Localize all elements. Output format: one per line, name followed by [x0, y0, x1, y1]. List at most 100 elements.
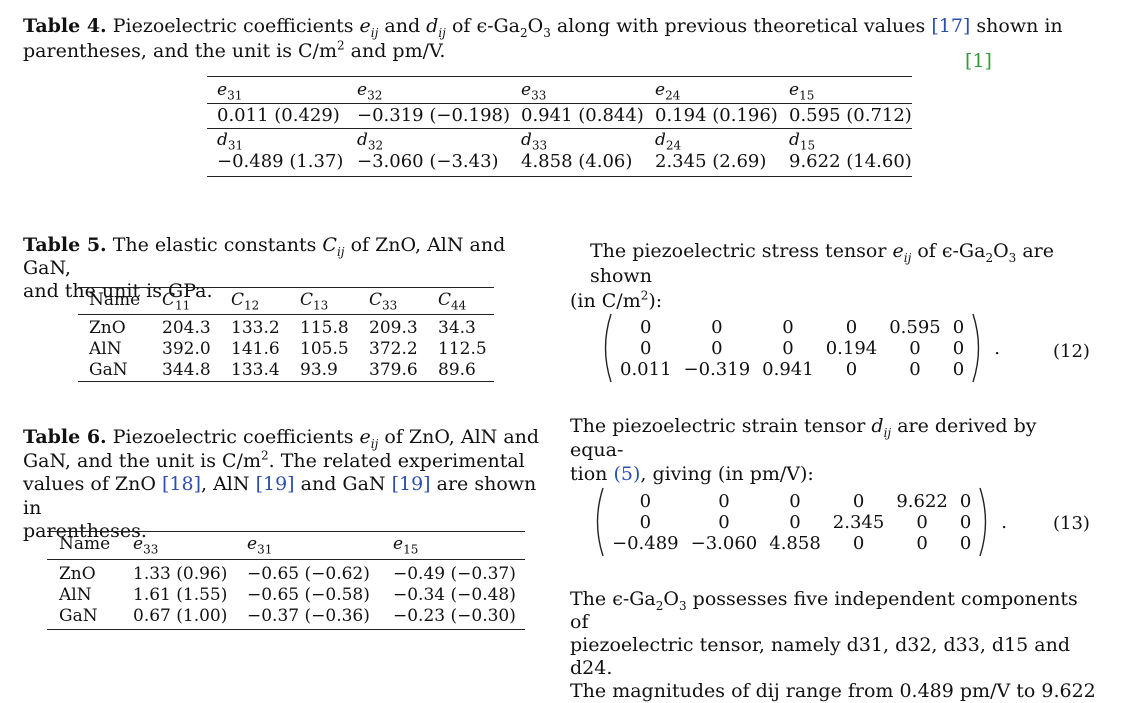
matrix-cell: 0: [852, 490, 865, 512]
table4-d-header-0: d31: [217, 130, 244, 153]
table4-e-header-3: e24: [655, 80, 681, 103]
table6-caption: Table 6. Piezoelectric coefficients eij …: [23, 426, 540, 542]
matrix-cell: 0: [711, 316, 723, 338]
table5-caption: Table 5. The elastic constants Cij of Zn…: [23, 234, 506, 302]
table5-header-0: Name: [89, 290, 141, 310]
table4-e-value-0: 0.011 (0.429): [217, 105, 340, 126]
table6-cell-0: ZnO: [59, 564, 96, 584]
table6-cell-3: −0.34 (−0.48): [393, 585, 516, 605]
table5-cell-3: 93.9: [300, 360, 338, 380]
stress-tensor-paragraph: The piezoelectric stress tensor eij of ϵ…: [570, 240, 1054, 312]
table5-row: GaN 344.8 133.4 93.9 379.6 89.6: [78, 360, 494, 381]
table4-e-value-3: 0.194 (0.196): [655, 105, 778, 126]
table4-e-value-row: 0.011 (0.429) −0.319 (−0.198) 0.941 (0.844…: [207, 104, 912, 128]
table5-cell-5: 34.3: [438, 318, 476, 338]
table5-cell-0: AlN: [89, 339, 122, 359]
matrix-cell: 0.595: [889, 316, 941, 338]
table4-e-header-row: e31 e32 e33 e24 e15: [207, 77, 912, 103]
matrix-12: 0 0 0 0 0.595 0 0 0 0 0.194 0 0 0.011 −0.319 0.941 0 0 0: [614, 317, 970, 380]
matrix-13: 0 0 0 0 9.622 0 0 0 0 2.345 0 0 −0.489 −3.060 4.858 0 0 0: [606, 491, 977, 554]
table4-e-value-1: −0.319 (−0.198): [357, 105, 510, 126]
ref-19-link[interactable]: [19]: [255, 473, 295, 495]
matrix-row: 0 0 0 2.345 0 0: [606, 512, 977, 533]
table5-header-2: C12: [231, 290, 260, 313]
matrix-cell: 0: [909, 337, 921, 359]
table5-cell-3: 115.8: [300, 318, 349, 338]
table6-cell-2: −0.65 (−0.58): [247, 585, 370, 605]
table4-d-value-0: −0.489 (1.37): [217, 151, 344, 172]
matrix-cell: −3.060: [690, 532, 758, 554]
table4-d-header-3: d24: [655, 130, 682, 153]
matrix-row: 0 0 0 0 0.595 0: [614, 317, 970, 338]
matrix-cell: 0: [916, 532, 928, 554]
matrix-row: 0 0 0 0.194 0 0: [614, 338, 970, 359]
matrix-row: 0.011 −0.319 0.941 0 0 0: [614, 359, 970, 380]
table4-d-header-2: d33: [521, 130, 548, 153]
ref-19-link-2[interactable]: [19]: [391, 473, 431, 495]
components-paragraph: The ϵ-Ga2O3 possesses five independent c…: [570, 588, 1096, 702]
strain-tensor-paragraph: The piezoelectric strain tensor dij are …: [570, 415, 1037, 485]
matrix-cell: 9.622: [896, 490, 948, 512]
matrix-cell: 0: [711, 337, 723, 359]
table6-header-1: e33: [133, 534, 159, 557]
table6-cell-3: −0.23 (−0.30): [393, 606, 516, 626]
table6-cell-2: −0.37 (−0.36): [247, 606, 370, 626]
right-paren: [979, 487, 987, 557]
matrix-cell: 0: [852, 532, 865, 554]
table6-header-2: e31: [247, 534, 273, 557]
table4-e-header-1: e32: [357, 80, 383, 103]
matrix-cell: 0: [952, 358, 965, 380]
table6-row: ZnO 1.33 (0.96) −0.65 (−0.62) −0.49 (−0.37): [47, 564, 525, 585]
matrix-cell: 0: [909, 358, 921, 380]
table5-cell-3: 105.5: [300, 339, 349, 359]
table4-label: Table 4.: [23, 15, 107, 37]
matrix-cell: 0: [640, 316, 652, 338]
matrix-cell: 0: [959, 490, 972, 512]
matrix-row: 0 0 0 0 9.622 0: [606, 491, 977, 512]
table4-e-header-0: e31: [217, 80, 243, 103]
right-paren: [972, 313, 980, 383]
table4: e31 e32 e33 e24 e15 0.011 (0.429) −0.319 (−0.…: [207, 76, 912, 177]
matrix-cell: 4.858: [769, 532, 821, 554]
table5-cell-5: 112.5: [438, 339, 487, 359]
margin-ref-1-link[interactable]: [1]: [965, 50, 992, 72]
ref-18-link[interactable]: [18]: [161, 473, 201, 495]
table5-header-1: C11: [162, 290, 191, 313]
eq13-label: (13): [1053, 513, 1090, 534]
eq-5-link[interactable]: (5): [613, 463, 641, 485]
table6-cell-0: AlN: [59, 585, 92, 605]
left-paren: [604, 313, 612, 383]
table4-e-header-2: e33: [521, 80, 547, 103]
table5-cell-0: ZnO: [89, 318, 126, 338]
ref-17-link[interactable]: [17]: [931, 15, 971, 37]
table4-d-header-1: d32: [357, 130, 384, 153]
equation-12: 0 0 0 0 0.595 0 0 0 0 0.194 0 0 0.011 −0.319 0.941 0 0 0 …: [598, 312, 1000, 384]
matrix-cell: 0.941: [762, 358, 814, 380]
table4-caption-line2: parentheses, and the unit is C/m2 and pm…: [23, 38, 446, 62]
table6-header-row: Name e33 e31 e15: [47, 532, 525, 559]
table5-cell-1: 204.3: [162, 318, 211, 338]
matrix-cell: 0: [640, 337, 652, 359]
matrix-cell: 0: [789, 511, 801, 533]
table6-cell-3: −0.49 (−0.37): [393, 564, 516, 584]
table5-body: ZnO 204.3 133.2 115.8 209.3 34.3 AlN 392.0 141.6…: [78, 315, 494, 381]
table6-header-0: Name: [59, 534, 111, 554]
matrix-cell: 0: [959, 532, 972, 554]
table4-d-value-4: 9.622 (14.60): [789, 151, 912, 172]
matrix-cell: 0: [718, 511, 730, 533]
matrix-cell: 0: [639, 490, 652, 512]
table5-header-3: C13: [300, 290, 329, 313]
left-paren: [596, 487, 604, 557]
table5-cell-5: 89.6: [438, 360, 476, 380]
table6-cell-1: 0.67 (1.00): [133, 606, 228, 626]
table4-caption: Table 4. Piezoelectric coefficients eij …: [23, 15, 1063, 40]
table5-cell-2: 141.6: [231, 339, 280, 359]
eq12-label: (12): [1053, 341, 1090, 362]
table4-e-value-2: 0.941 (0.844): [521, 105, 644, 126]
table5-cell-2: 133.4: [231, 360, 280, 380]
table5-header-5: C44: [438, 290, 467, 313]
table6-cell-0: GaN: [59, 606, 98, 626]
table5: Name C11 C12 C13 C33 C44 ZnO 204.3 133.2 115.8 20…: [78, 287, 494, 382]
matrix-cell: 0.011: [620, 358, 672, 380]
matrix-cell: 0: [782, 316, 794, 338]
